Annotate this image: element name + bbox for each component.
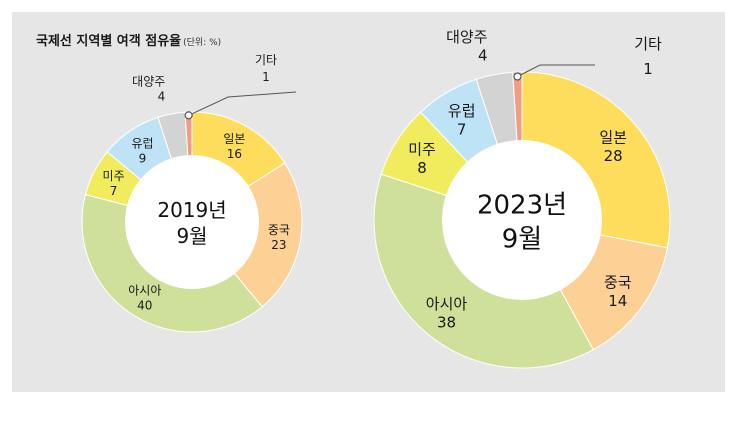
slice-label-1-7: 기타 — [255, 53, 277, 67]
donut-hole-1 — [125, 155, 259, 289]
slice-value-2-6: 4 — [478, 47, 488, 65]
slice-label-2-2: 중국 — [604, 273, 632, 291]
center-label-1-1: 2019년 — [157, 198, 226, 222]
slice-label-2-3: 아시아 — [426, 295, 468, 313]
slice-value-2-5: 7 — [457, 121, 467, 139]
slice-label-1-1: 일본 — [223, 132, 245, 146]
center-label-1-2: 9월 — [176, 224, 207, 248]
chart-title-text: 국제선 지역별 여객 점유율 — [36, 34, 182, 49]
slice-label-2-7: 기타 — [634, 35, 662, 53]
chart-title: 국제선 지역별 여객 점유율 (단위: %) — [36, 30, 221, 49]
slice-label-2-4: 미주 — [408, 140, 436, 158]
callout-dot-2 — [513, 72, 522, 81]
slice-value-2-2: 14 — [608, 292, 627, 310]
slice-value-2-4: 8 — [417, 159, 427, 177]
slice-value-2-7: 1 — [643, 60, 653, 78]
slice-value-1-1: 16 — [227, 147, 242, 161]
slice-label-1-2: 중국 — [268, 223, 290, 237]
slice-value-1-2: 23 — [271, 238, 286, 252]
callout-dot-1 — [184, 111, 193, 120]
center-label-2-2: 9월 — [502, 224, 542, 254]
callout-line-2 — [517, 64, 595, 77]
slice-label-2-6: 대양주 — [446, 28, 487, 46]
unit-note: (단위: %) — [183, 38, 222, 48]
center-label-2-1: 2023년 — [477, 191, 567, 221]
slice-label-2-1: 일본 — [599, 128, 627, 146]
slice-label-1-6: 대양주 — [132, 74, 165, 88]
slice-value-1-7: 1 — [262, 70, 270, 84]
slice-value-1-5: 9 — [139, 151, 147, 165]
slice-label-1-3: 아시아 — [128, 284, 161, 298]
slice-value-1-6: 4 — [158, 89, 166, 103]
callout-line-1 — [188, 91, 297, 116]
donut-hole-2 — [442, 140, 602, 300]
slice-label-1-5: 유럽 — [131, 136, 153, 150]
slice-value-2-1: 28 — [604, 147, 623, 165]
slice-value-1-3: 40 — [137, 299, 152, 313]
slice-label-1-4: 미주 — [103, 169, 125, 183]
slice-label-2-5: 유럽 — [448, 102, 476, 120]
slice-value-2-3: 38 — [437, 314, 456, 332]
slice-value-1-4: 7 — [110, 184, 118, 198]
